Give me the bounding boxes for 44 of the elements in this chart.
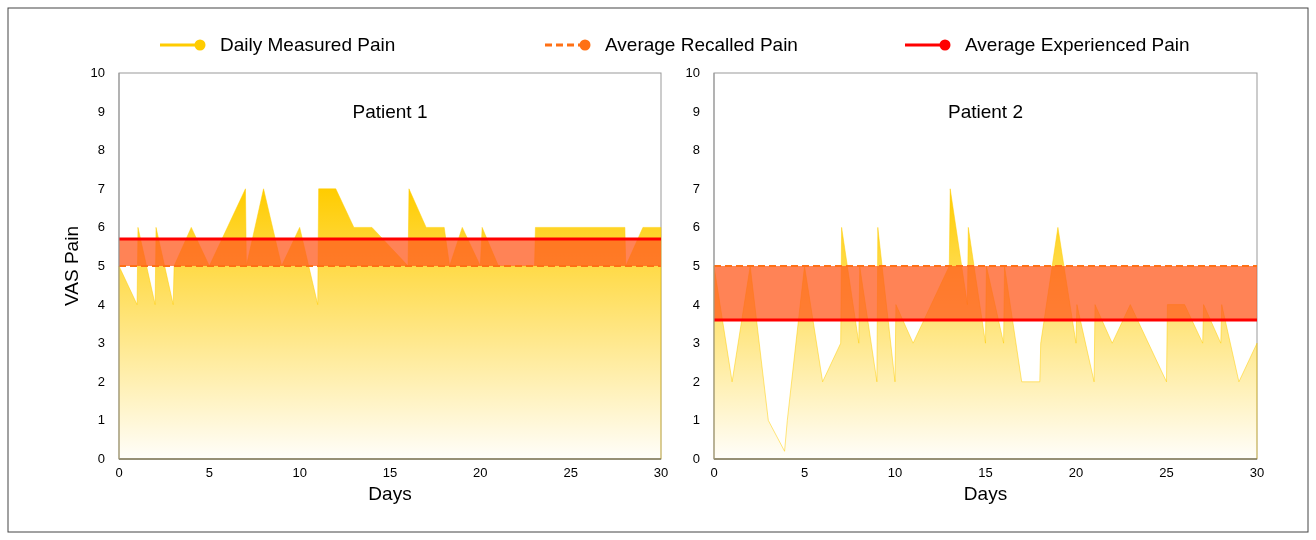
y-tick-label: 6 <box>97 219 105 235</box>
x-tick-label: 30 <box>653 465 669 480</box>
y-tick-label: 4 <box>692 296 700 312</box>
y-tick-label: 9 <box>97 103 105 119</box>
x-tick-label: 25 <box>1159 465 1174 480</box>
y-tick-label: 2 <box>97 373 105 389</box>
y-tick-label: 4 <box>97 296 105 312</box>
text: Patient 2 <box>948 101 1023 122</box>
text: Patient 1 <box>352 101 428 122</box>
x-tick-label: 0 <box>710 465 718 480</box>
y-tick-label: 7 <box>692 180 700 196</box>
y-tick-label: 3 <box>692 335 700 351</box>
x-axis-title: Days <box>963 483 1008 504</box>
x-tick-label: 20 <box>1068 465 1084 480</box>
y-tick-label: 1 <box>692 412 700 428</box>
y-tick-label: 5 <box>692 258 700 273</box>
y-tick-label: 0 <box>97 451 105 466</box>
y-tick-label: 7 <box>97 180 105 196</box>
y-tick-label: 5 <box>97 258 105 273</box>
x-tick-label: 15 <box>382 465 398 480</box>
y-tick-label: 1 <box>97 412 105 428</box>
x-axis-title: Days <box>368 483 412 504</box>
x-tick-label: 5 <box>800 465 809 480</box>
x-tick-label: 15 <box>978 465 993 480</box>
x-tick-label: 20 <box>473 465 488 480</box>
x-tick-label: 30 <box>1249 465 1265 480</box>
y-tick-label: 10 <box>90 65 105 80</box>
x-tick-label: 10 <box>292 465 307 480</box>
x-tick-label: 0 <box>115 465 123 480</box>
y-tick-label: 0 <box>692 451 700 466</box>
y-tick-label: 8 <box>692 142 700 158</box>
legend-label: Daily Measured Pain <box>220 34 396 55</box>
y-tick-label: 9 <box>692 103 700 119</box>
x-tick-label: 25 <box>563 465 578 480</box>
y-tick-label: 8 <box>97 142 105 158</box>
legend-label: Average Recalled Pain <box>605 34 798 55</box>
y-tick-label: 2 <box>692 373 700 389</box>
y-axis-title: VAS Pain <box>61 226 82 306</box>
legend-label: Average Experienced Pain <box>965 34 1190 55</box>
y-tick-label: 6 <box>692 219 700 235</box>
y-tick-label: 3 <box>97 335 105 351</box>
x-tick-label: 5 <box>205 465 213 480</box>
x-tick-label: 10 <box>887 465 903 480</box>
y-tick-label: 10 <box>685 65 700 80</box>
